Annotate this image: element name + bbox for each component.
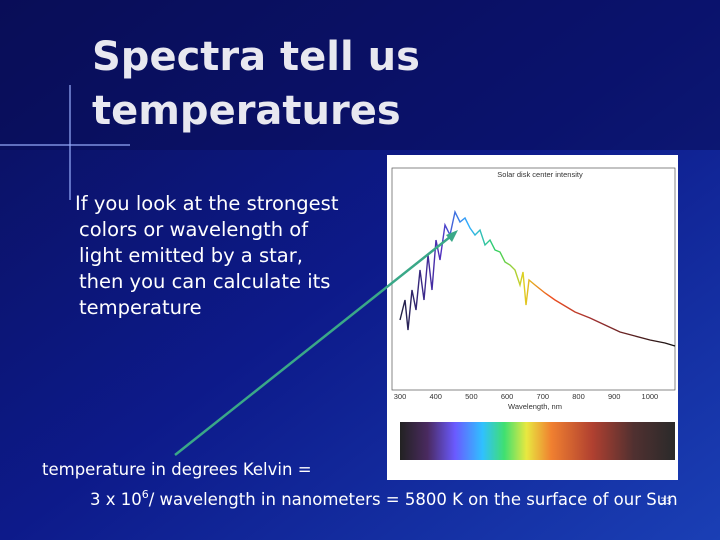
formula-line: temperature in degrees Kelvin = [42,460,312,479]
body-line: temperature [79,296,202,319]
figure-x-tick-label: 900 [608,392,621,401]
arrow-head [446,230,458,242]
spectrum-curve [399,209,676,347]
figure-x-label: Wavelength, nm [508,402,562,411]
body-line: colors or wavelength of [79,218,309,241]
formula-text: 3 x 10 [90,490,142,509]
figure-x-tick-label: 800 [572,392,585,401]
pointer-arrow [174,232,456,456]
formula-text: / wavelength in nanometers = 5800 K on t… [149,490,678,509]
body-line: then you can calculate its [79,270,330,293]
figure-x-tick-label: 400 [429,392,442,401]
formula-line: 3 x 106/ wavelength in nanometers = 5800… [90,488,678,509]
title-line: Spectra tell us [92,34,420,80]
figure-x-tick-label: 700 [537,392,550,401]
figure-x-tick-label: 1000 [642,392,659,401]
page-number: 33 [660,497,671,507]
body-line: light emitted by a star, [79,244,303,267]
body-line: If you look at the strongest [75,192,339,215]
title-line: temperatures [92,88,401,134]
header-band [0,0,720,150]
figure-frame [391,167,676,391]
formula-superscript: 6 [142,488,149,501]
figure: Solar disk center intensity 300 400 500 600… [387,155,678,480]
figure-x-tick-label: 600 [501,392,514,401]
figure-x-tick-label: 300 [394,392,407,401]
figure-x-tick-label: 500 [465,392,478,401]
figure-title: Solar disk center intensity [497,170,583,179]
spectrum-strip [400,422,675,460]
